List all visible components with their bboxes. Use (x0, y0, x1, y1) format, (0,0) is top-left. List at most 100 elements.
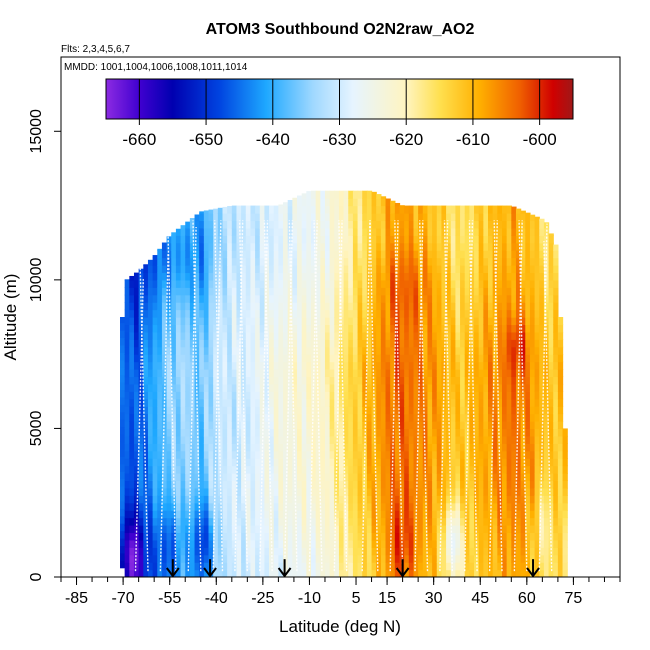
heatmap-cell (436, 250, 443, 259)
heatmap-cell (269, 502, 275, 511)
heatmap-cell (222, 339, 228, 348)
heatmap-cell (427, 331, 433, 340)
heatmap-cell (189, 227, 196, 236)
heatmap-cell (376, 539, 382, 548)
heatmap-cell (222, 272, 228, 281)
heatmap-cell (338, 294, 345, 303)
heatmap-cell (264, 235, 270, 244)
heatmap-cell (418, 502, 424, 511)
heatmap-cell (450, 413, 457, 422)
heatmap-cell (143, 383, 149, 392)
heatmap-cell (338, 510, 345, 519)
heatmap-cell (338, 532, 345, 541)
heatmap-cell (427, 569, 433, 577)
heatmap-cell (464, 287, 470, 296)
heatmap-cell (147, 473, 154, 482)
heatmap-cell (371, 227, 377, 236)
heatmap-cell (185, 250, 191, 259)
heatmap-cell (408, 465, 415, 474)
heatmap-cell (352, 265, 359, 274)
heatmap-cell (283, 473, 289, 482)
heatmap-cell (371, 250, 377, 259)
heatmap-cell (385, 539, 391, 548)
heatmap-cell (488, 279, 494, 288)
heatmap-cell (469, 205, 475, 214)
heatmap-cell (492, 517, 498, 526)
heatmap-cell (334, 331, 340, 340)
heatmap-cell (534, 465, 540, 474)
heatmap-cell (343, 235, 349, 244)
heatmap-cell (287, 517, 293, 526)
heatmap-cell (203, 532, 210, 541)
heatmap-cell (432, 309, 438, 318)
heatmap-cell (315, 480, 321, 489)
heatmap-cell (418, 339, 424, 348)
heatmap-cell (152, 502, 158, 511)
heatmap-cell (259, 473, 266, 482)
heatmap-cell (189, 354, 196, 363)
heatmap-cell (273, 539, 279, 548)
heatmap-cell (129, 339, 135, 348)
heatmap-cell (320, 428, 326, 437)
heatmap-cell (133, 480, 140, 489)
heatmap-cell (418, 532, 424, 541)
heatmap-cell (297, 213, 303, 222)
heatmap-cell (404, 279, 410, 288)
heatmap-cell (250, 376, 256, 385)
heatmap-cell (474, 450, 480, 459)
heatmap-cell (543, 227, 550, 236)
heatmap-cell (562, 443, 568, 452)
heatmap-cell (362, 302, 368, 311)
heatmap-cell (245, 435, 252, 444)
heatmap-cell (129, 480, 135, 489)
heatmap-cell (124, 569, 130, 577)
heatmap-cell (241, 473, 247, 482)
heatmap-cell (390, 242, 396, 251)
heatmap-cell (362, 242, 368, 251)
heatmap-cell (506, 302, 512, 311)
heatmap-cell (245, 473, 252, 482)
heatmap-cell (171, 376, 177, 385)
heatmap-cell (231, 428, 238, 437)
heatmap-cell (362, 547, 368, 556)
heatmap-cell (124, 547, 130, 556)
heatmap-cell (283, 450, 289, 459)
heatmap-cell (441, 413, 447, 422)
heatmap-cell (180, 510, 186, 519)
heatmap-cell (520, 250, 526, 259)
heatmap-cell (199, 287, 205, 296)
heatmap-cell (194, 346, 200, 355)
heatmap-cell (311, 510, 317, 519)
heatmap-cell (441, 227, 447, 236)
heatmap-cell (352, 242, 359, 251)
heatmap-cell (278, 458, 284, 467)
heatmap-cell (180, 376, 186, 385)
heatmap-cell (436, 294, 443, 303)
heatmap-cell (432, 339, 438, 348)
heatmap-cell (543, 554, 550, 563)
heatmap-cell (366, 302, 373, 311)
heatmap-cell (283, 361, 289, 370)
heatmap-cell (278, 272, 284, 281)
heatmap-cell (441, 532, 447, 541)
heatmap-cell (385, 532, 391, 541)
heatmap-cell (404, 294, 410, 303)
heatmap-cell (245, 235, 252, 244)
heatmap-cell (376, 421, 382, 430)
heatmap-cell (422, 302, 429, 311)
heatmap-cell (203, 398, 210, 407)
heatmap-cell (432, 502, 438, 511)
heatmap-cell (161, 257, 168, 266)
heatmap-cell (548, 265, 554, 274)
heatmap-cell (334, 205, 340, 214)
heatmap-cell (175, 458, 182, 467)
heatmap-cell (306, 287, 312, 296)
heatmap-cell (436, 309, 443, 318)
heatmap-cell (292, 547, 298, 556)
heatmap-cell (338, 465, 345, 474)
heatmap-cell (236, 517, 242, 526)
heatmap-cell (175, 383, 182, 392)
heatmap-cell (227, 220, 233, 229)
heatmap-cell (348, 354, 354, 363)
heatmap-cell (120, 523, 126, 532)
